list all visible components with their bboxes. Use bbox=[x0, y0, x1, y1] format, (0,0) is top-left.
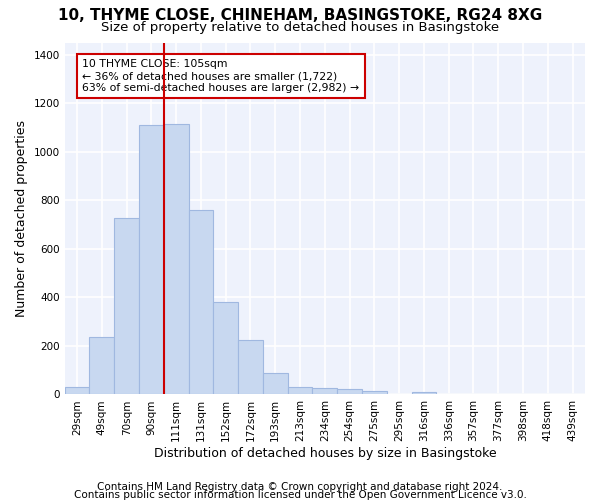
Bar bbox=[114, 218, 139, 394]
Text: 10 THYME CLOSE: 105sqm
← 36% of detached houses are smaller (1,722)
63% of semi-: 10 THYME CLOSE: 105sqm ← 36% of detached… bbox=[82, 60, 359, 92]
Bar bbox=[65, 387, 89, 394]
Bar bbox=[263, 372, 287, 394]
Text: Contains public sector information licensed under the Open Government Licence v3: Contains public sector information licen… bbox=[74, 490, 526, 500]
Bar bbox=[89, 338, 114, 394]
Bar bbox=[238, 340, 263, 394]
Text: 10, THYME CLOSE, CHINEHAM, BASINGSTOKE, RG24 8XG: 10, THYME CLOSE, CHINEHAM, BASINGSTOKE, … bbox=[58, 8, 542, 22]
Bar bbox=[164, 124, 188, 394]
Y-axis label: Number of detached properties: Number of detached properties bbox=[15, 120, 28, 317]
Bar bbox=[313, 388, 337, 394]
Bar bbox=[139, 125, 164, 394]
Text: Size of property relative to detached houses in Basingstoke: Size of property relative to detached ho… bbox=[101, 21, 499, 34]
Bar bbox=[287, 387, 313, 394]
Bar bbox=[188, 210, 214, 394]
X-axis label: Distribution of detached houses by size in Basingstoke: Distribution of detached houses by size … bbox=[154, 447, 496, 460]
Text: Contains HM Land Registry data © Crown copyright and database right 2024.: Contains HM Land Registry data © Crown c… bbox=[97, 482, 503, 492]
Bar bbox=[412, 392, 436, 394]
Bar bbox=[337, 389, 362, 394]
Bar bbox=[214, 302, 238, 394]
Bar bbox=[362, 391, 387, 394]
